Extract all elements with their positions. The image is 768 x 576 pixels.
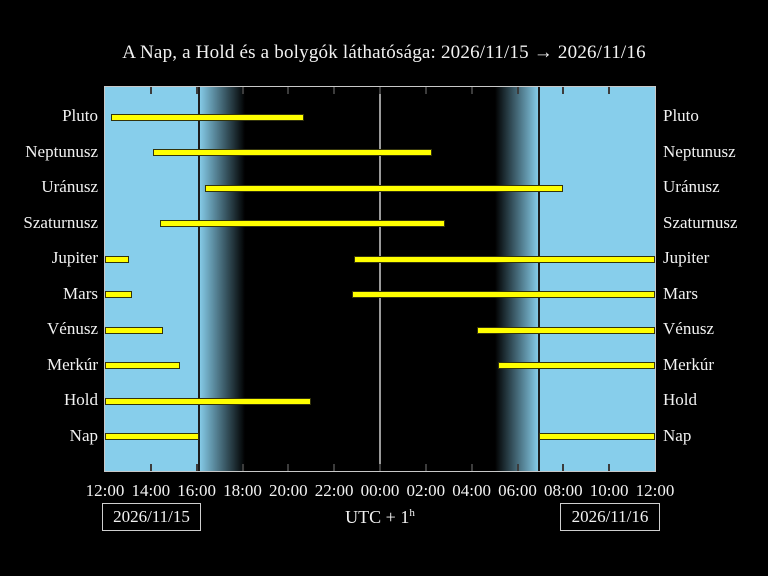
x-tick-label-11: 10:00 xyxy=(589,481,629,500)
visibility-bar-uránusz-0 xyxy=(204,184,563,192)
visibility-bar-nap-1 xyxy=(539,433,655,440)
planet-label-left-nap: Nap xyxy=(69,425,98,445)
planet-label-left-vénusz: Vénusz xyxy=(47,319,98,338)
visibility-bar-vénusz-0 xyxy=(105,326,163,334)
planet-label-left-merkúr: Merkúr xyxy=(47,354,98,374)
visibility-bar-merkúr-0 xyxy=(105,362,180,369)
right-axis-labels: Pluto Neptunusz Uránusz Szaturnusz Jupiter Ma… xyxy=(663,86,767,470)
axis-tick xyxy=(424,464,427,471)
visibility-bar-nap-0 xyxy=(105,433,199,440)
visibility-bar-jupiter-1 xyxy=(353,255,655,263)
planet-label-right-hold: Hold xyxy=(663,390,697,409)
axis-tick xyxy=(287,464,290,471)
axis-tick xyxy=(424,87,427,94)
planet-label-left-neptunusz: Neptunusz xyxy=(25,141,98,161)
axis-tick xyxy=(333,464,336,471)
axis-tick xyxy=(241,464,244,471)
dusk-gradient xyxy=(198,87,246,471)
sunset-line xyxy=(197,87,200,471)
axis-tick xyxy=(470,87,473,94)
planet-label-left-szaturnusz: Szaturnusz xyxy=(23,212,98,232)
x-tick-label-10: 08:00 xyxy=(543,481,583,500)
axis-tick xyxy=(379,464,381,471)
x-tick-label-4: 20:00 xyxy=(268,481,308,500)
utc-offset-label: UTC + 1h xyxy=(300,507,460,528)
axis-tick xyxy=(241,87,244,94)
x-tick-label-2: 16:00 xyxy=(177,481,217,500)
axis-tick xyxy=(149,464,152,471)
axis-tick xyxy=(562,464,565,471)
x-tick-label-0: 12:00 xyxy=(85,481,125,500)
x-tick-label-1: 14:00 xyxy=(131,481,171,500)
planet-label-right-pluto: Pluto xyxy=(663,106,699,125)
axis-tick xyxy=(195,464,198,471)
midnight-gridline xyxy=(379,87,381,471)
utc-offset-sup: h xyxy=(409,507,415,519)
planet-label-right-vénusz: Vénusz xyxy=(663,319,714,338)
utc-offset-text: UTC + 1 xyxy=(345,507,410,527)
planet-label-left-mars: Mars xyxy=(63,283,98,303)
x-tick-label-9: 06:00 xyxy=(498,481,537,500)
axis-tick xyxy=(562,87,565,94)
planet-label-right-jupiter: Jupiter xyxy=(663,248,710,267)
left-axis-labels: Pluto Neptunusz Uránusz Szaturnusz Jupiter Ma… xyxy=(0,86,98,470)
planet-label-left-jupiter: Jupiter xyxy=(51,248,98,267)
visibility-bar-vénusz-1 xyxy=(476,326,655,334)
chart-title: A Nap, a Hold és a bolygók láthatósága: … xyxy=(122,42,646,63)
axis-tick xyxy=(333,87,336,94)
x-tick-label-7: 02:00 xyxy=(406,481,446,500)
day-right-band xyxy=(539,87,655,471)
visibility-bar-szaturnusz-0 xyxy=(160,220,445,227)
visibility-bar-mars-0 xyxy=(105,291,133,298)
dawn-gradient xyxy=(495,87,540,471)
x-tick-label-12: 12:00 xyxy=(635,481,675,500)
planet-label-left-pluto: Pluto xyxy=(62,106,98,125)
x-tick-label-3: 18:00 xyxy=(223,481,262,500)
date-box-left: 2026/11/15 xyxy=(102,503,201,531)
x-tick-label-6: 00:00 xyxy=(360,481,400,500)
axis-tick xyxy=(516,87,519,94)
planet-label-right-neptunusz: Neptunusz xyxy=(663,141,736,161)
axis-tick xyxy=(516,464,519,471)
planet-label-left-hold: Hold xyxy=(64,390,98,409)
planet-label-right-szaturnusz: Szaturnusz xyxy=(663,212,738,232)
day-left-band xyxy=(105,87,199,471)
planet-label-right-uránusz: Uránusz xyxy=(663,177,720,196)
axis-tick xyxy=(149,87,152,94)
planet-label-right-nap: Nap xyxy=(663,425,692,445)
visibility-bar-mars-1 xyxy=(352,291,655,298)
visibility-bar-neptunusz-0 xyxy=(152,149,432,156)
visibility-bar-merkúr-1 xyxy=(498,362,655,369)
axis-tick xyxy=(608,464,611,471)
planet-label-left-uránusz: Uránusz xyxy=(41,177,98,196)
axis-tick xyxy=(287,87,290,94)
planet-label-right-mars: Mars xyxy=(663,283,698,303)
axis-tick xyxy=(470,464,473,471)
planet-label-right-merkúr: Merkúr xyxy=(663,354,714,374)
axis-tick xyxy=(379,87,381,94)
axis-tick xyxy=(195,87,198,94)
x-tick-label-8: 04:00 xyxy=(452,481,492,500)
visibility-bar-jupiter-0 xyxy=(105,255,130,263)
date-box-right: 2026/11/16 xyxy=(560,503,660,531)
visibility-bar-hold-0 xyxy=(105,397,312,405)
x-tick-label-5: 22:00 xyxy=(314,481,354,500)
visibility-bar-pluto-0 xyxy=(110,113,304,121)
plot-area xyxy=(104,86,656,472)
sunrise-line xyxy=(538,87,541,471)
night-band xyxy=(245,87,496,471)
axis-tick xyxy=(608,87,611,94)
